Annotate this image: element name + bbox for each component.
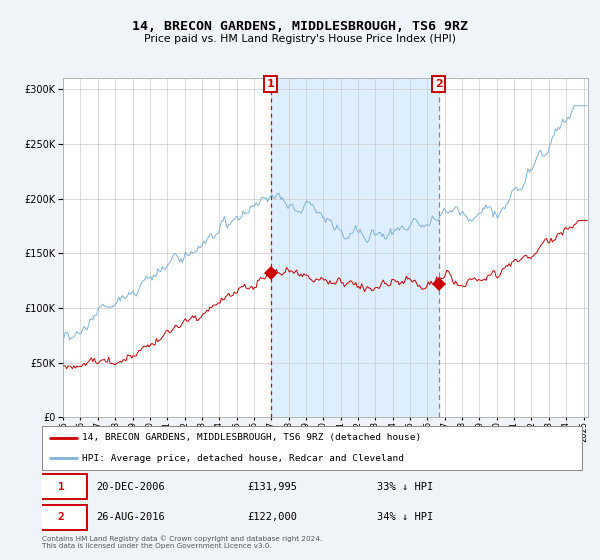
Text: 2: 2 <box>435 79 443 89</box>
Text: 20-DEC-2006: 20-DEC-2006 <box>96 482 165 492</box>
Text: £122,000: £122,000 <box>247 512 297 522</box>
Text: 33% ↓ HPI: 33% ↓ HPI <box>377 482 433 492</box>
Text: 1: 1 <box>267 79 275 89</box>
Text: 1: 1 <box>58 482 64 492</box>
Text: 2: 2 <box>58 512 64 522</box>
Text: HPI: Average price, detached house, Redcar and Cleveland: HPI: Average price, detached house, Redc… <box>83 454 404 463</box>
Text: 14, BRECON GARDENS, MIDDLESBROUGH, TS6 9RZ (detached house): 14, BRECON GARDENS, MIDDLESBROUGH, TS6 9… <box>83 433 422 442</box>
Bar <box>271 78 439 417</box>
Text: Contains HM Land Registry data © Crown copyright and database right 2024.
This d: Contains HM Land Registry data © Crown c… <box>42 535 322 549</box>
Text: 14, BRECON GARDENS, MIDDLESBROUGH, TS6 9RZ: 14, BRECON GARDENS, MIDDLESBROUGH, TS6 9… <box>132 20 468 32</box>
FancyBboxPatch shape <box>35 505 87 530</box>
Text: 34% ↓ HPI: 34% ↓ HPI <box>377 512 433 522</box>
Text: £131,995: £131,995 <box>247 482 297 492</box>
Text: 26-AUG-2016: 26-AUG-2016 <box>96 512 165 522</box>
FancyBboxPatch shape <box>35 474 87 500</box>
Text: Price paid vs. HM Land Registry's House Price Index (HPI): Price paid vs. HM Land Registry's House … <box>144 34 456 44</box>
